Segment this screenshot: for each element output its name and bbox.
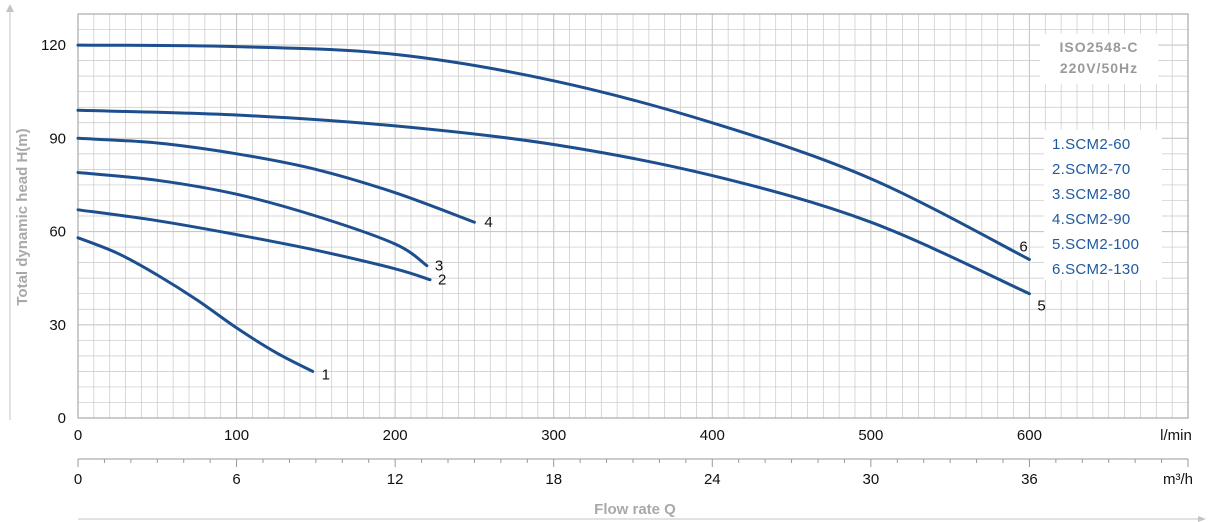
curve-1	[78, 238, 313, 372]
curve-4	[78, 138, 474, 222]
x-secondary-tick-label: 12	[387, 471, 404, 488]
legend-item: 3.SCM2-80	[1052, 186, 1131, 203]
x-axis-arrowhead	[1198, 516, 1206, 522]
x-primary-unit: l/min	[1160, 427, 1192, 444]
x-primary-tick-label: 100	[224, 427, 249, 444]
x-secondary-tick-label: 24	[704, 471, 721, 488]
annotation-standard: ISO2548-C	[1059, 39, 1138, 55]
curve-2	[78, 210, 430, 280]
curve-label-1: 1	[322, 366, 330, 383]
annotation-power: 220V/50Hz	[1060, 60, 1138, 76]
x-primary-tick-label: 500	[858, 427, 883, 444]
curve-label-4: 4	[484, 214, 492, 231]
legend-item: 2.SCM2-70	[1052, 161, 1131, 178]
curve-label-5: 5	[1037, 298, 1045, 315]
x-secondary-tick-label: 36	[1021, 471, 1038, 488]
x-secondary-tick-label: 0	[74, 471, 82, 488]
grid	[78, 14, 1188, 418]
annotation-box: ISO2548-C 220V/50Hz	[1040, 34, 1158, 84]
x-primary-tick-label: 300	[541, 427, 566, 444]
curve-label-3: 3	[435, 258, 443, 275]
x-secondary-tick-label: 18	[545, 471, 562, 488]
x-primary-tick-label: 600	[1017, 427, 1042, 444]
x-secondary-unit: m³/h	[1163, 471, 1193, 488]
y-tick-label: 30	[49, 317, 66, 334]
curve-label-6: 6	[1019, 239, 1027, 256]
legend-item: 1.SCM2-60	[1052, 136, 1131, 153]
x-secondary-tick-label: 6	[232, 471, 240, 488]
axes: 0 30 60 90 120 0 100 200 300 400 500 600 0 6 12 18 24 30 3…	[6, 4, 1206, 522]
legend-item: 6.SCM2-130	[1052, 261, 1139, 278]
legend: 1.SCM2-60 2.SCM2-70 3.SCM2-80 4.SCM2-90 5.SC…	[1044, 130, 1162, 280]
y-axis-title: Total dynamic head H(m)	[14, 128, 31, 305]
x-primary-tick-label: 0	[74, 427, 82, 444]
y-tick-label: 120	[41, 37, 66, 54]
legend-item: 5.SCM2-100	[1052, 236, 1139, 253]
x-primary-tick-label: 200	[383, 427, 408, 444]
y-tick-label: 60	[49, 224, 66, 241]
x-axis-title: Flow rate Q	[594, 501, 676, 518]
legend-item: 4.SCM2-90	[1052, 211, 1131, 228]
x-primary-tick-label: 400	[700, 427, 725, 444]
y-tick-label: 0	[58, 410, 66, 427]
y-axis-arrowhead	[6, 4, 14, 12]
y-tick-label: 90	[49, 130, 66, 147]
x-secondary-tick-label: 30	[863, 471, 880, 488]
